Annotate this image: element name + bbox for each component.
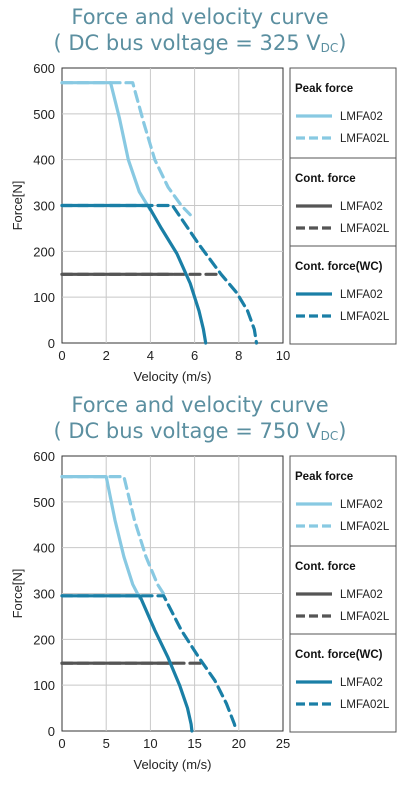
chart-title: Force and velocity curve	[71, 393, 329, 417]
series-line-wc-dashed	[60, 594, 238, 733]
y-tick-label: 100	[33, 290, 55, 305]
chart-panel-750v: Force and velocity curve ( DC bus voltag…	[0, 388, 400, 788]
y-tick-label: 600	[33, 61, 55, 76]
legend-label: LMFA02L	[340, 223, 390, 235]
legend-heading: Peak force	[295, 83, 353, 95]
legend-heading: Cont. force(WC)	[295, 261, 383, 273]
legend-heading: Peak force	[295, 471, 353, 483]
legend-box	[289, 67, 397, 159]
legend-label: LMFA02L	[340, 311, 390, 323]
legend-label: LMFA02	[340, 499, 383, 511]
x-tick-label: 4	[147, 348, 154, 363]
x-tick-label: 15	[187, 736, 201, 751]
y-tick-label: 300	[33, 587, 55, 602]
legend-heading: Cont. force	[295, 561, 356, 573]
y-tick-label: 0	[48, 336, 55, 351]
y-tick-label: 600	[33, 449, 55, 464]
chart-panel-325v: Force and velocity curve ( DC bus voltag…	[10, 5, 397, 384]
x-axis-label: Velocity (m/s)	[133, 757, 211, 772]
legend-heading: Cont. force(WC)	[295, 649, 383, 661]
chart-title: Force and velocity curve	[71, 5, 329, 29]
x-tick-label: 8	[235, 348, 242, 363]
legend-label: LMFA02L	[340, 133, 390, 145]
x-tick-label: 10	[276, 348, 290, 363]
force-velocity-chart-750v: 0 5 10 15 20 25 0 100 200 300 400 500 600 Velocity (m…	[10, 449, 397, 772]
series-line-peak-dashed	[60, 475, 168, 600]
x-tick-label: 10	[143, 736, 157, 751]
legend-label: LMFA02L	[340, 521, 390, 533]
legend-heading: Cont. force	[295, 173, 356, 185]
x-tick-label: 6	[191, 348, 198, 363]
x-tick-label: 0	[58, 348, 65, 363]
y-tick-label: 0	[48, 724, 55, 739]
x-tick-label: 25	[276, 736, 290, 751]
legend-box	[289, 545, 397, 635]
y-tick-label: 500	[33, 495, 55, 510]
chart-subtitle: ( DC bus voltage = 325 VDC)	[53, 31, 347, 55]
legend-label: LMFA02	[340, 677, 383, 689]
legend-label: LMFA02L	[340, 699, 390, 711]
legend-box	[289, 157, 397, 247]
y-axis-label: Force[N]	[10, 181, 25, 231]
legend-label: LMFA02	[340, 111, 383, 123]
x-tick-label: 20	[232, 736, 246, 751]
series-line-wc-dashed	[60, 203, 259, 345]
y-tick-label: 200	[33, 244, 55, 259]
legend-label: LMFA02	[340, 201, 383, 213]
series-line-peak-dashed	[60, 81, 192, 217]
legend-label: LMFA02	[340, 289, 383, 301]
y-tick-label: 400	[33, 153, 55, 168]
y-tick-label: 400	[33, 541, 55, 556]
series-line-wc-solid	[60, 203, 208, 345]
x-tick-label: 2	[103, 348, 110, 363]
legend-label: LMFA02	[340, 589, 383, 601]
chart-subtitle: ( DC bus voltage = 750 VDC)	[53, 419, 347, 443]
y-tick-label: 200	[33, 632, 55, 647]
x-tick-label: 0	[58, 736, 65, 751]
y-tick-label: 100	[33, 678, 55, 693]
y-tick-label: 300	[33, 199, 55, 214]
legend-box	[289, 455, 397, 547]
x-tick-label: 5	[103, 736, 110, 751]
series-line-wc-solid	[60, 594, 194, 733]
legend-label: LMFA02L	[340, 611, 390, 623]
y-tick-label: 500	[33, 107, 55, 122]
x-axis-label: Velocity (m/s)	[133, 369, 211, 384]
y-axis-label: Force[N]	[10, 569, 25, 619]
